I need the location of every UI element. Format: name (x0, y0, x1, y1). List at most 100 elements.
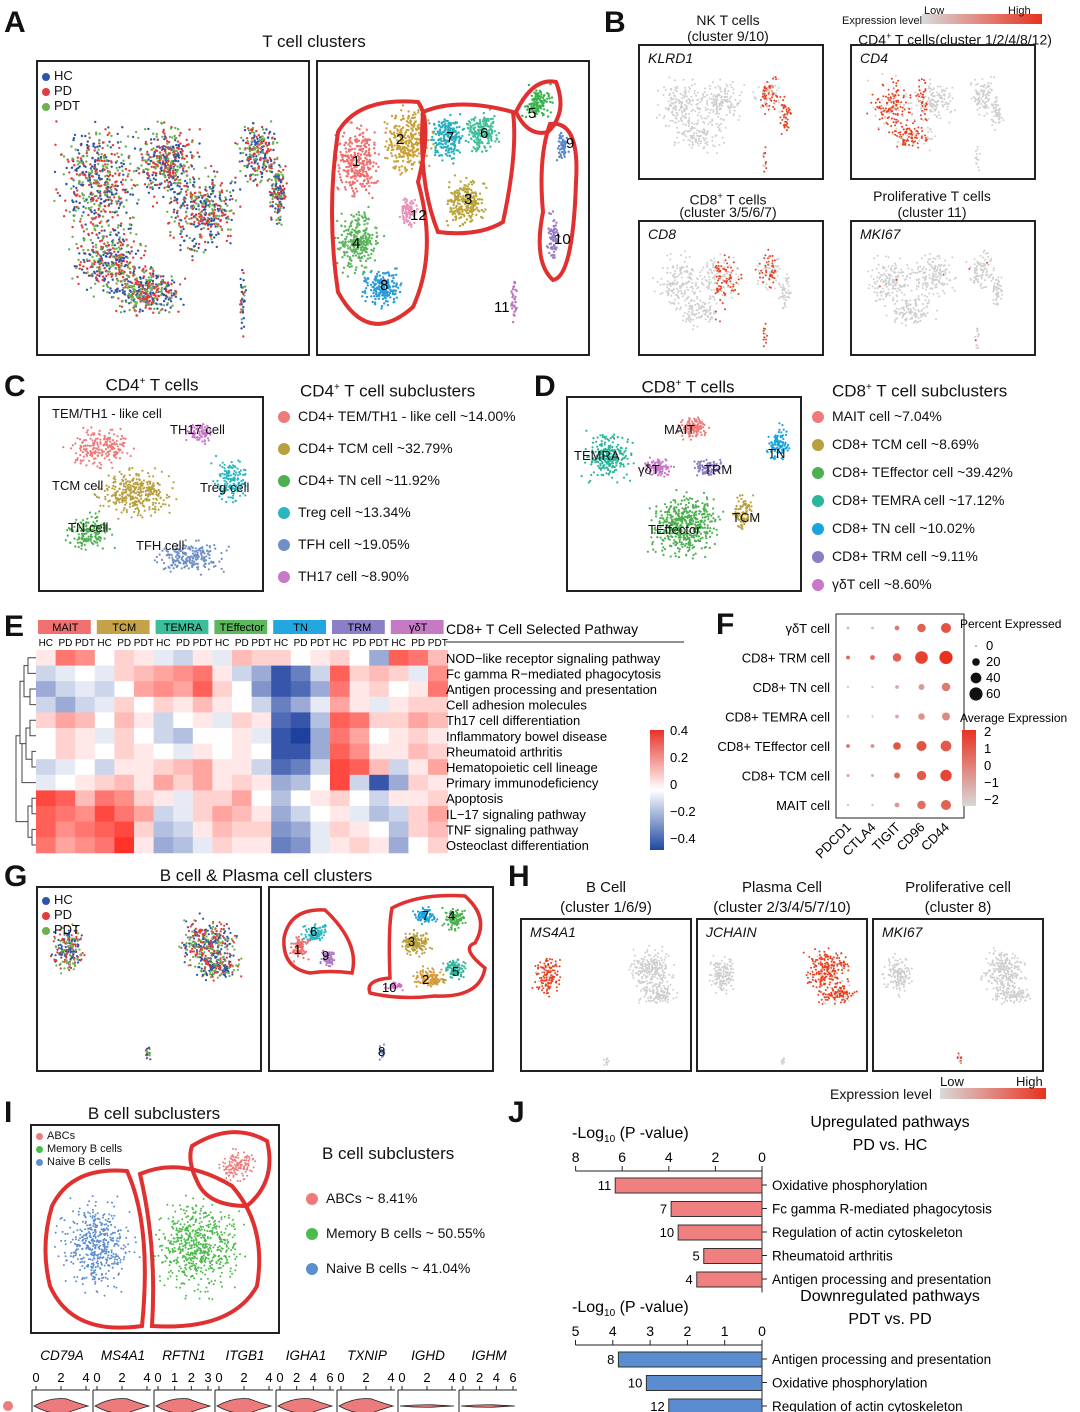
pathway-label: Antigen processing and presentation (446, 682, 657, 697)
heat-cell (114, 650, 135, 667)
cluster-label-6: 6 (480, 125, 488, 142)
ms4a1-scatter (531, 944, 679, 1066)
g-legend-pdt: PDT (42, 922, 80, 937)
bar-label: Rheumatoid arthritis (772, 1249, 893, 1264)
heat-cell (428, 759, 449, 776)
legend-text: TFH cell ~19.05% (298, 536, 410, 552)
dot (917, 800, 926, 810)
heat-cell (55, 696, 76, 713)
heat-cell (192, 728, 213, 745)
heat-cell (212, 774, 233, 791)
heat-cell (251, 712, 272, 729)
heat-cell (349, 728, 370, 745)
heat-cell (290, 759, 311, 776)
bar-tick: 8 (572, 1149, 580, 1165)
violin-tick: 4 (265, 1370, 272, 1385)
avg-legend-title: Average Expression (960, 711, 1067, 725)
heat-cell (388, 650, 409, 667)
heat-cell (310, 728, 331, 745)
heat-cell (388, 728, 409, 745)
bar-label: Antigen processing and presentation (772, 1272, 991, 1287)
heat-cell (290, 821, 311, 838)
heat-cell (114, 743, 135, 760)
dot (941, 682, 951, 692)
panel-label-b: B (604, 6, 626, 39)
dot (918, 684, 925, 690)
heat-cell (271, 681, 292, 698)
heat-cell (75, 681, 96, 698)
heat-cell (212, 681, 233, 698)
heat-cell (388, 774, 409, 791)
h-plot-title: (cluster 8) (924, 899, 992, 916)
heat-cell (428, 790, 449, 807)
legend-text: MAIT cell ~7.04% (832, 408, 942, 424)
heat-cell (271, 759, 292, 776)
group-label: TEMRA (164, 622, 203, 634)
heat-cell (310, 837, 331, 854)
heat-cell (36, 650, 57, 667)
dot (894, 772, 900, 779)
lab-mait: MAIT (664, 422, 696, 437)
heat-cell (75, 806, 96, 823)
g-cluster-label-4: 4 (448, 908, 455, 923)
bar-count: 8 (607, 1352, 614, 1367)
dot (870, 655, 875, 660)
violin-tick: 0 (93, 1370, 100, 1385)
b-plot-klrd1: KLRD1 (638, 44, 824, 180)
heat-cell (271, 665, 292, 682)
heat-cell (173, 821, 194, 838)
dot (894, 625, 900, 631)
legend-text: Memory B cells ~ 50.55% (326, 1225, 486, 1241)
scatter-points (867, 249, 1004, 350)
panel-label-f: F (716, 608, 735, 641)
panel-label-g: G (4, 860, 28, 893)
heat-cell (94, 696, 115, 713)
heat-cell (251, 650, 272, 667)
dot (871, 774, 874, 777)
lab-tn: TN cell (68, 520, 109, 535)
heat-cell (349, 774, 370, 791)
heat-cell (153, 665, 174, 682)
heat-cell (153, 650, 174, 667)
bar-tick: 6 (618, 1149, 626, 1165)
violin-shape (338, 1398, 395, 1412)
legend-item-2: CD4+ TN cell ~11.92% (278, 472, 440, 488)
heat-cell (192, 712, 213, 729)
dot (870, 744, 875, 748)
legend-dot-icon (812, 411, 824, 424)
dot (916, 770, 927, 781)
cluster-label-1: 1 (352, 153, 360, 170)
heat-cell (310, 650, 331, 667)
hc-dot-icon (42, 72, 50, 81)
heat-cell (349, 790, 370, 807)
heat-cell (134, 821, 155, 838)
legend-dot-icon (278, 507, 290, 520)
heat-cell (271, 743, 292, 760)
heat-cell (232, 728, 253, 745)
heat-cell (153, 712, 174, 729)
violin-tick: 4 (387, 1370, 394, 1385)
legend-text: Naive B cells ~ 41.04% (326, 1260, 471, 1276)
bar-count: 11 (598, 1178, 612, 1193)
heat-cell (212, 665, 233, 682)
memory-dot-icon (36, 1145, 43, 1153)
heat-cell (36, 728, 57, 745)
gene-mki67-t: MKI67 (860, 226, 901, 242)
heat-cell (310, 681, 331, 698)
heatmap-colorbar (650, 730, 664, 850)
bar-axis-title: -Log10 (P -value) (572, 1299, 689, 1319)
heat-cell (192, 774, 213, 791)
group-label: TRM (347, 622, 371, 634)
bar-label: Oxidative phosphorylation (772, 1178, 927, 1193)
g-cluster-label-10: 10 (382, 980, 396, 995)
small-legend-naive: Naive B cells (36, 1156, 122, 1169)
expr-low-b: Low (924, 5, 945, 17)
legend-dot-icon (278, 443, 290, 456)
violin-tick: 2 (423, 1370, 430, 1385)
lab-gdt: γδT (638, 462, 660, 477)
violin-gene-CD79A: CD79A (40, 1348, 84, 1363)
heat-cell (75, 696, 96, 713)
heat-cell (36, 774, 57, 791)
scatter-points (531, 944, 679, 1066)
